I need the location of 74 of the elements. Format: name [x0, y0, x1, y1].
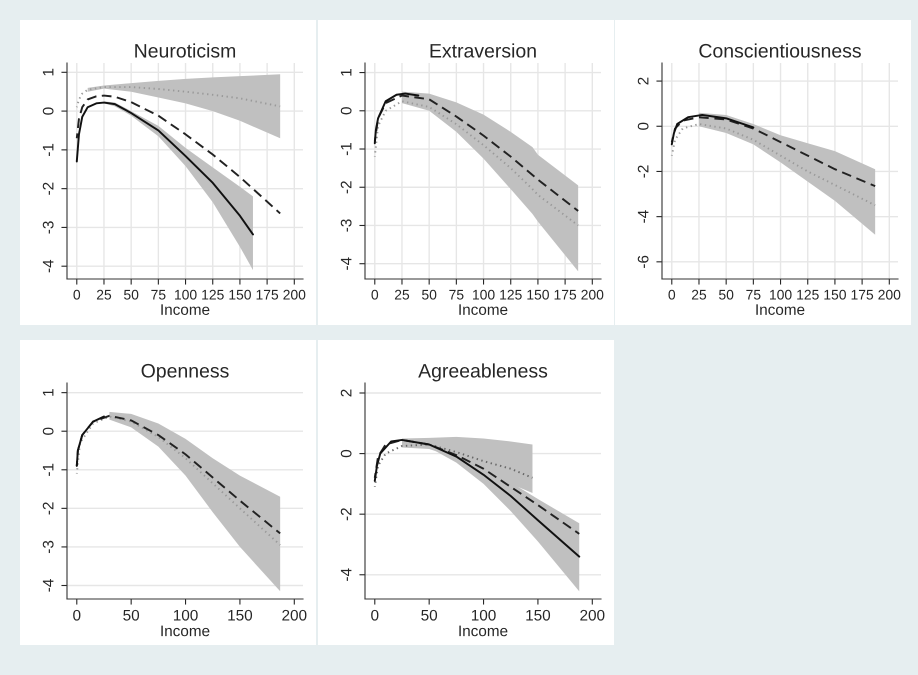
x-tick-label: 0 [371, 610, 378, 621]
y-tick-label: 1 [42, 68, 54, 76]
x-tick-label: 175 [554, 290, 576, 300]
y-tick-label: -1 [42, 144, 54, 156]
chart-title: Openness [142, 364, 229, 382]
x-tick-label: 0 [668, 290, 676, 300]
x-tick-label: 150 [527, 290, 549, 300]
y-tick-label: 0 [340, 107, 352, 114]
x-tick-label: 0 [371, 290, 378, 300]
x-tick-label: 200 [581, 290, 604, 300]
x-axis-title: Income [161, 626, 210, 636]
y-tick-label: -2 [340, 508, 352, 520]
x-tick-label: 100 [473, 290, 495, 300]
y-tick-label: -4 [340, 257, 352, 270]
x-tick-label: 0 [73, 610, 80, 621]
x-axis-title: Income [756, 304, 804, 315]
y-tick-label: -4 [340, 568, 352, 581]
x-tick-label: 150 [229, 290, 251, 300]
x-tick-label: 0 [73, 290, 80, 300]
chart-title: Neuroticism [135, 43, 236, 58]
y-tick-label: -2 [638, 165, 648, 178]
y-tick-label: 0 [638, 122, 649, 130]
y-tick-label: -3 [42, 540, 54, 554]
x-tick-label: 50 [124, 290, 138, 300]
x-tick-label: 25 [692, 290, 706, 300]
y-tick-label: 1 [42, 389, 54, 396]
x-axis-title: Income [459, 304, 508, 315]
x-tick-label: 200 [580, 610, 604, 621]
x-tick-label: 25 [96, 290, 112, 300]
x-tick-label: 75 [151, 290, 166, 300]
x-tick-label: 200 [878, 290, 900, 300]
x-tick-label: 50 [719, 290, 734, 300]
x-tick-label: 50 [421, 610, 438, 621]
x-tick-label: 200 [282, 610, 306, 621]
y-tick-label: -2 [42, 182, 54, 195]
x-tick-label: 175 [852, 290, 874, 300]
x-tick-label: 25 [394, 290, 410, 300]
chart-title: Conscientiousness [699, 43, 861, 58]
y-tick-label: -6 [638, 256, 649, 268]
y-tick-label: -2 [340, 181, 352, 194]
x-tick-label: 75 [449, 290, 464, 300]
x-tick-label: 150 [228, 610, 252, 621]
y-tick-label: -3 [340, 219, 352, 232]
y-tick-label: 2 [340, 390, 352, 396]
x-tick-label: 200 [283, 290, 306, 300]
y-tick-label: 1 [340, 69, 352, 76]
x-tick-label: 125 [797, 290, 819, 300]
x-tick-label: 125 [202, 290, 224, 300]
x-axis-title: Income [459, 626, 508, 636]
y-tick-label: -2 [42, 502, 54, 514]
y-tick-label: -4 [638, 210, 648, 223]
y-tick-label: -3 [42, 221, 54, 234]
y-tick-label: -4 [42, 579, 54, 592]
y-tick-label: 0 [42, 107, 54, 115]
chart-title: Agreeableness [418, 363, 548, 382]
x-tick-label: 50 [123, 610, 140, 621]
x-tick-label: 150 [824, 290, 846, 300]
y-tick-label: 0 [340, 450, 352, 458]
y-tick-label: -1 [42, 464, 54, 476]
x-tick-label: 100 [175, 290, 197, 300]
x-tick-label: 100 [472, 610, 496, 621]
x-tick-label: 175 [256, 290, 278, 300]
y-tick-label: -4 [42, 260, 54, 272]
x-tick-label: 75 [746, 290, 760, 300]
x-tick-label: 125 [500, 290, 522, 300]
x-axis-title: Income [161, 304, 210, 315]
y-tick-label: 0 [42, 428, 54, 435]
chart-title: Extraversion [430, 43, 536, 58]
x-tick-label: 150 [526, 610, 550, 621]
y-tick-label: 2 [638, 78, 648, 85]
x-tick-label: 50 [422, 290, 436, 300]
y-tick-label: -1 [340, 142, 352, 156]
x-tick-label: 100 [770, 290, 792, 300]
x-tick-label: 100 [174, 610, 198, 621]
